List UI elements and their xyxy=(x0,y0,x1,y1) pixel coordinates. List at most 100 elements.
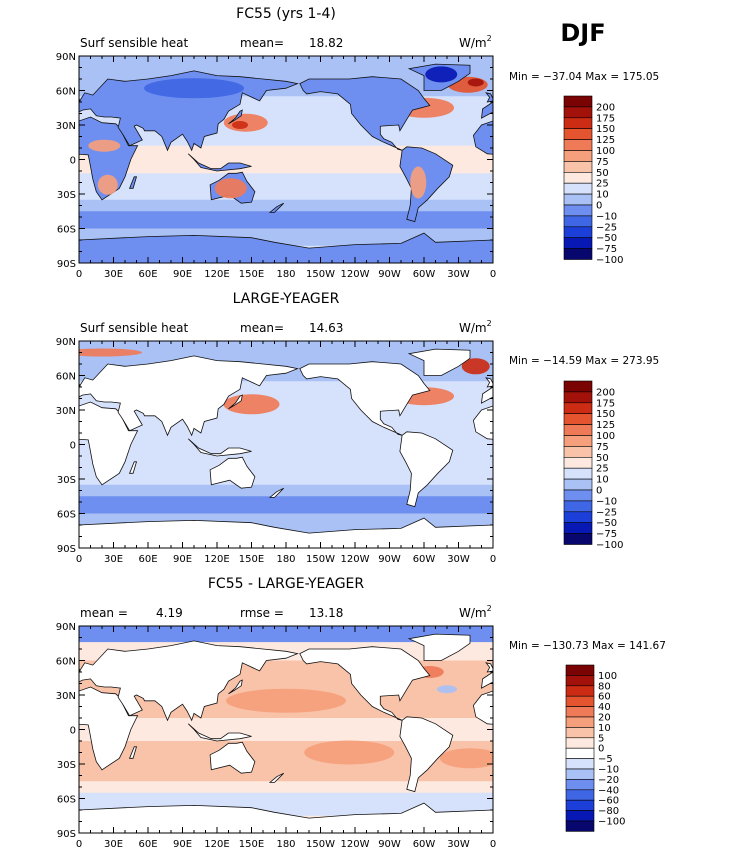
colorbar-box xyxy=(565,758,595,770)
colorbar-box xyxy=(565,747,595,759)
x-tick-label: 30W xyxy=(447,554,470,565)
x-tick-label: 120E xyxy=(204,839,229,850)
y-tick-label: 0 xyxy=(70,726,76,737)
land-australia xyxy=(209,456,256,489)
x-tick-label: 30E xyxy=(104,554,123,565)
x-tick-label: 90W xyxy=(378,839,401,850)
x-tick-label: 180 xyxy=(276,839,295,850)
colorbar-box xyxy=(563,533,593,545)
colorbar-label: 125 xyxy=(596,420,615,431)
field-barents xyxy=(79,348,142,357)
y-tick-label: 30S xyxy=(57,760,76,771)
y-tick-label: 30S xyxy=(57,475,76,486)
colorbar-box xyxy=(565,737,595,749)
colorbar-box xyxy=(563,424,593,436)
x-tick-label: 30E xyxy=(104,269,123,280)
colorbar-label: 100 xyxy=(596,431,615,442)
minmax-label: Min = −14.59 Max = 273.95 xyxy=(509,355,659,367)
field-southern-ocean-core xyxy=(79,211,493,229)
y-tick-label: 0 xyxy=(70,441,76,452)
colorbar-box xyxy=(565,810,595,822)
colorbar-box xyxy=(563,511,593,523)
colorbar-box xyxy=(563,500,593,513)
land-newzealand xyxy=(268,487,284,498)
land-europe-asia xyxy=(481,101,493,119)
x-tick-label: 60E xyxy=(138,839,157,850)
stat-label: mean= xyxy=(240,36,284,50)
colorbar-box xyxy=(563,204,593,217)
y-tick-label: 60N xyxy=(56,87,76,98)
colorbar-label: 25 xyxy=(596,179,609,190)
variable-label: Surf sensible heat xyxy=(80,321,189,335)
colorbar-box xyxy=(563,248,593,260)
colorbar-box xyxy=(565,799,595,811)
land-indonesia xyxy=(188,438,252,457)
x-tick-label: 30W xyxy=(447,839,470,850)
colorbar-box xyxy=(563,467,593,480)
colorbar-label: −50 xyxy=(596,233,617,244)
land-madagascar xyxy=(129,746,138,759)
panel-2: LARGE-YEAGER Surf sensible heat mean= 14.63… xyxy=(56,291,659,565)
field-n-atlantic-cool xyxy=(437,685,457,694)
colorbar-box xyxy=(563,95,593,108)
land-japan xyxy=(228,109,243,125)
land-africa xyxy=(79,116,139,201)
colorbar-box xyxy=(565,779,595,791)
field-australia xyxy=(214,178,247,199)
land-n-america xyxy=(299,76,431,151)
panel-title: FC55 - LARGE-YEAGER xyxy=(208,576,365,592)
y-tick-label: 60S xyxy=(57,510,76,521)
colorbar-box xyxy=(563,435,593,447)
land-indonesia xyxy=(188,153,252,172)
x-tick-label: 120E xyxy=(204,269,229,280)
land-n-america xyxy=(299,361,431,436)
x-tick-label: 150W xyxy=(306,554,335,565)
minmax-label: Min = −130.73 Max = 141.67 xyxy=(509,640,666,652)
colorbar-box xyxy=(563,215,593,228)
land-antarctica xyxy=(79,802,493,833)
colorbar-box xyxy=(563,128,593,140)
colorbar-label: −100 xyxy=(596,255,623,266)
land-indonesia xyxy=(188,723,252,742)
y-tick-label: 0 xyxy=(70,156,76,167)
colorbar-label: −25 xyxy=(596,507,617,518)
minmax-label: Min = −37.04 Max = 175.05 xyxy=(509,71,659,83)
y-tick-label: 30N xyxy=(56,121,76,132)
colorbar-box xyxy=(563,413,593,425)
stat-label: mean= xyxy=(240,321,284,335)
land-s-america xyxy=(399,146,454,223)
colorbar-label: 200 xyxy=(596,387,615,398)
mean-value: 4.19 xyxy=(156,606,183,620)
panel-title: FC55 (yrs 1-4) xyxy=(236,6,336,22)
field-s-america xyxy=(410,166,427,199)
colorbar-label: 200 xyxy=(596,102,615,113)
x-tick-label: 30E xyxy=(104,839,123,850)
x-tick-label: 150W xyxy=(306,839,335,850)
x-tick-label: 60W xyxy=(413,839,436,850)
map-field xyxy=(79,56,493,263)
y-tick-label: 90N xyxy=(56,622,76,633)
colorbar-box xyxy=(563,402,593,414)
land-madagascar xyxy=(129,461,138,474)
y-tick-label: 90N xyxy=(56,52,76,63)
colorbar-label: −10 xyxy=(596,496,617,507)
colorbar-label: 80 xyxy=(598,681,611,692)
x-tick-label: 150E xyxy=(239,269,264,280)
colorbar-label: 60 xyxy=(598,692,611,703)
x-tick-label: 150E xyxy=(239,839,264,850)
variable-label: Surf sensible heat xyxy=(80,36,189,50)
field-kuroshio xyxy=(223,394,280,415)
y-tick-label: 90N xyxy=(56,337,76,348)
colorbar-box xyxy=(563,522,593,534)
colorbar-label: −10 xyxy=(596,211,617,222)
colorbar-label: −5 xyxy=(598,754,613,765)
land-japan xyxy=(228,679,243,695)
land-africa xyxy=(79,686,139,771)
field-n-atlantic-core xyxy=(467,78,484,87)
x-tick-label: 90E xyxy=(173,554,192,565)
x-tick-label: 0 xyxy=(490,269,496,280)
colorbar-box xyxy=(565,695,595,707)
colorbar-label: 25 xyxy=(596,464,609,475)
x-tick-label: 150E xyxy=(239,554,264,565)
